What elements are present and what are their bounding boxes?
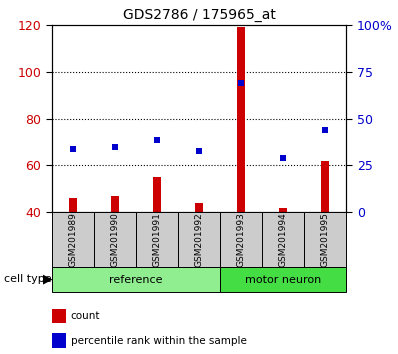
Text: cell type: cell type [4, 274, 52, 284]
Text: GSM201994: GSM201994 [279, 212, 288, 267]
Bar [237, 27, 245, 212]
Text: GSM201995: GSM201995 [321, 212, 330, 267]
Text: motor neuron: motor neuron [245, 275, 321, 285]
Bar [94, 212, 136, 267]
Text: GSM201993: GSM201993 [236, 212, 246, 267]
Bar [195, 203, 203, 212]
Title: GDS2786 / 175965_at: GDS2786 / 175965_at [123, 8, 275, 22]
Bar [178, 212, 220, 267]
Text: ▶: ▶ [43, 273, 52, 285]
Text: count: count [71, 311, 100, 321]
Bar [69, 198, 76, 212]
Bar [220, 212, 262, 267]
Bar [220, 267, 346, 292]
Text: GSM201989: GSM201989 [68, 212, 77, 267]
Bar [262, 212, 304, 267]
Bar [52, 212, 94, 267]
Bar [136, 212, 178, 267]
Text: reference: reference [109, 275, 163, 285]
Bar [304, 212, 346, 267]
Bar [111, 196, 119, 212]
Bar [153, 177, 161, 212]
Text: GSM201991: GSM201991 [152, 212, 162, 267]
Bar [52, 267, 220, 292]
Bar [279, 208, 287, 212]
Text: percentile rank within the sample: percentile rank within the sample [71, 336, 247, 346]
Text: GSM201990: GSM201990 [110, 212, 119, 267]
Bar [322, 161, 329, 212]
Text: GSM201992: GSM201992 [195, 212, 203, 267]
